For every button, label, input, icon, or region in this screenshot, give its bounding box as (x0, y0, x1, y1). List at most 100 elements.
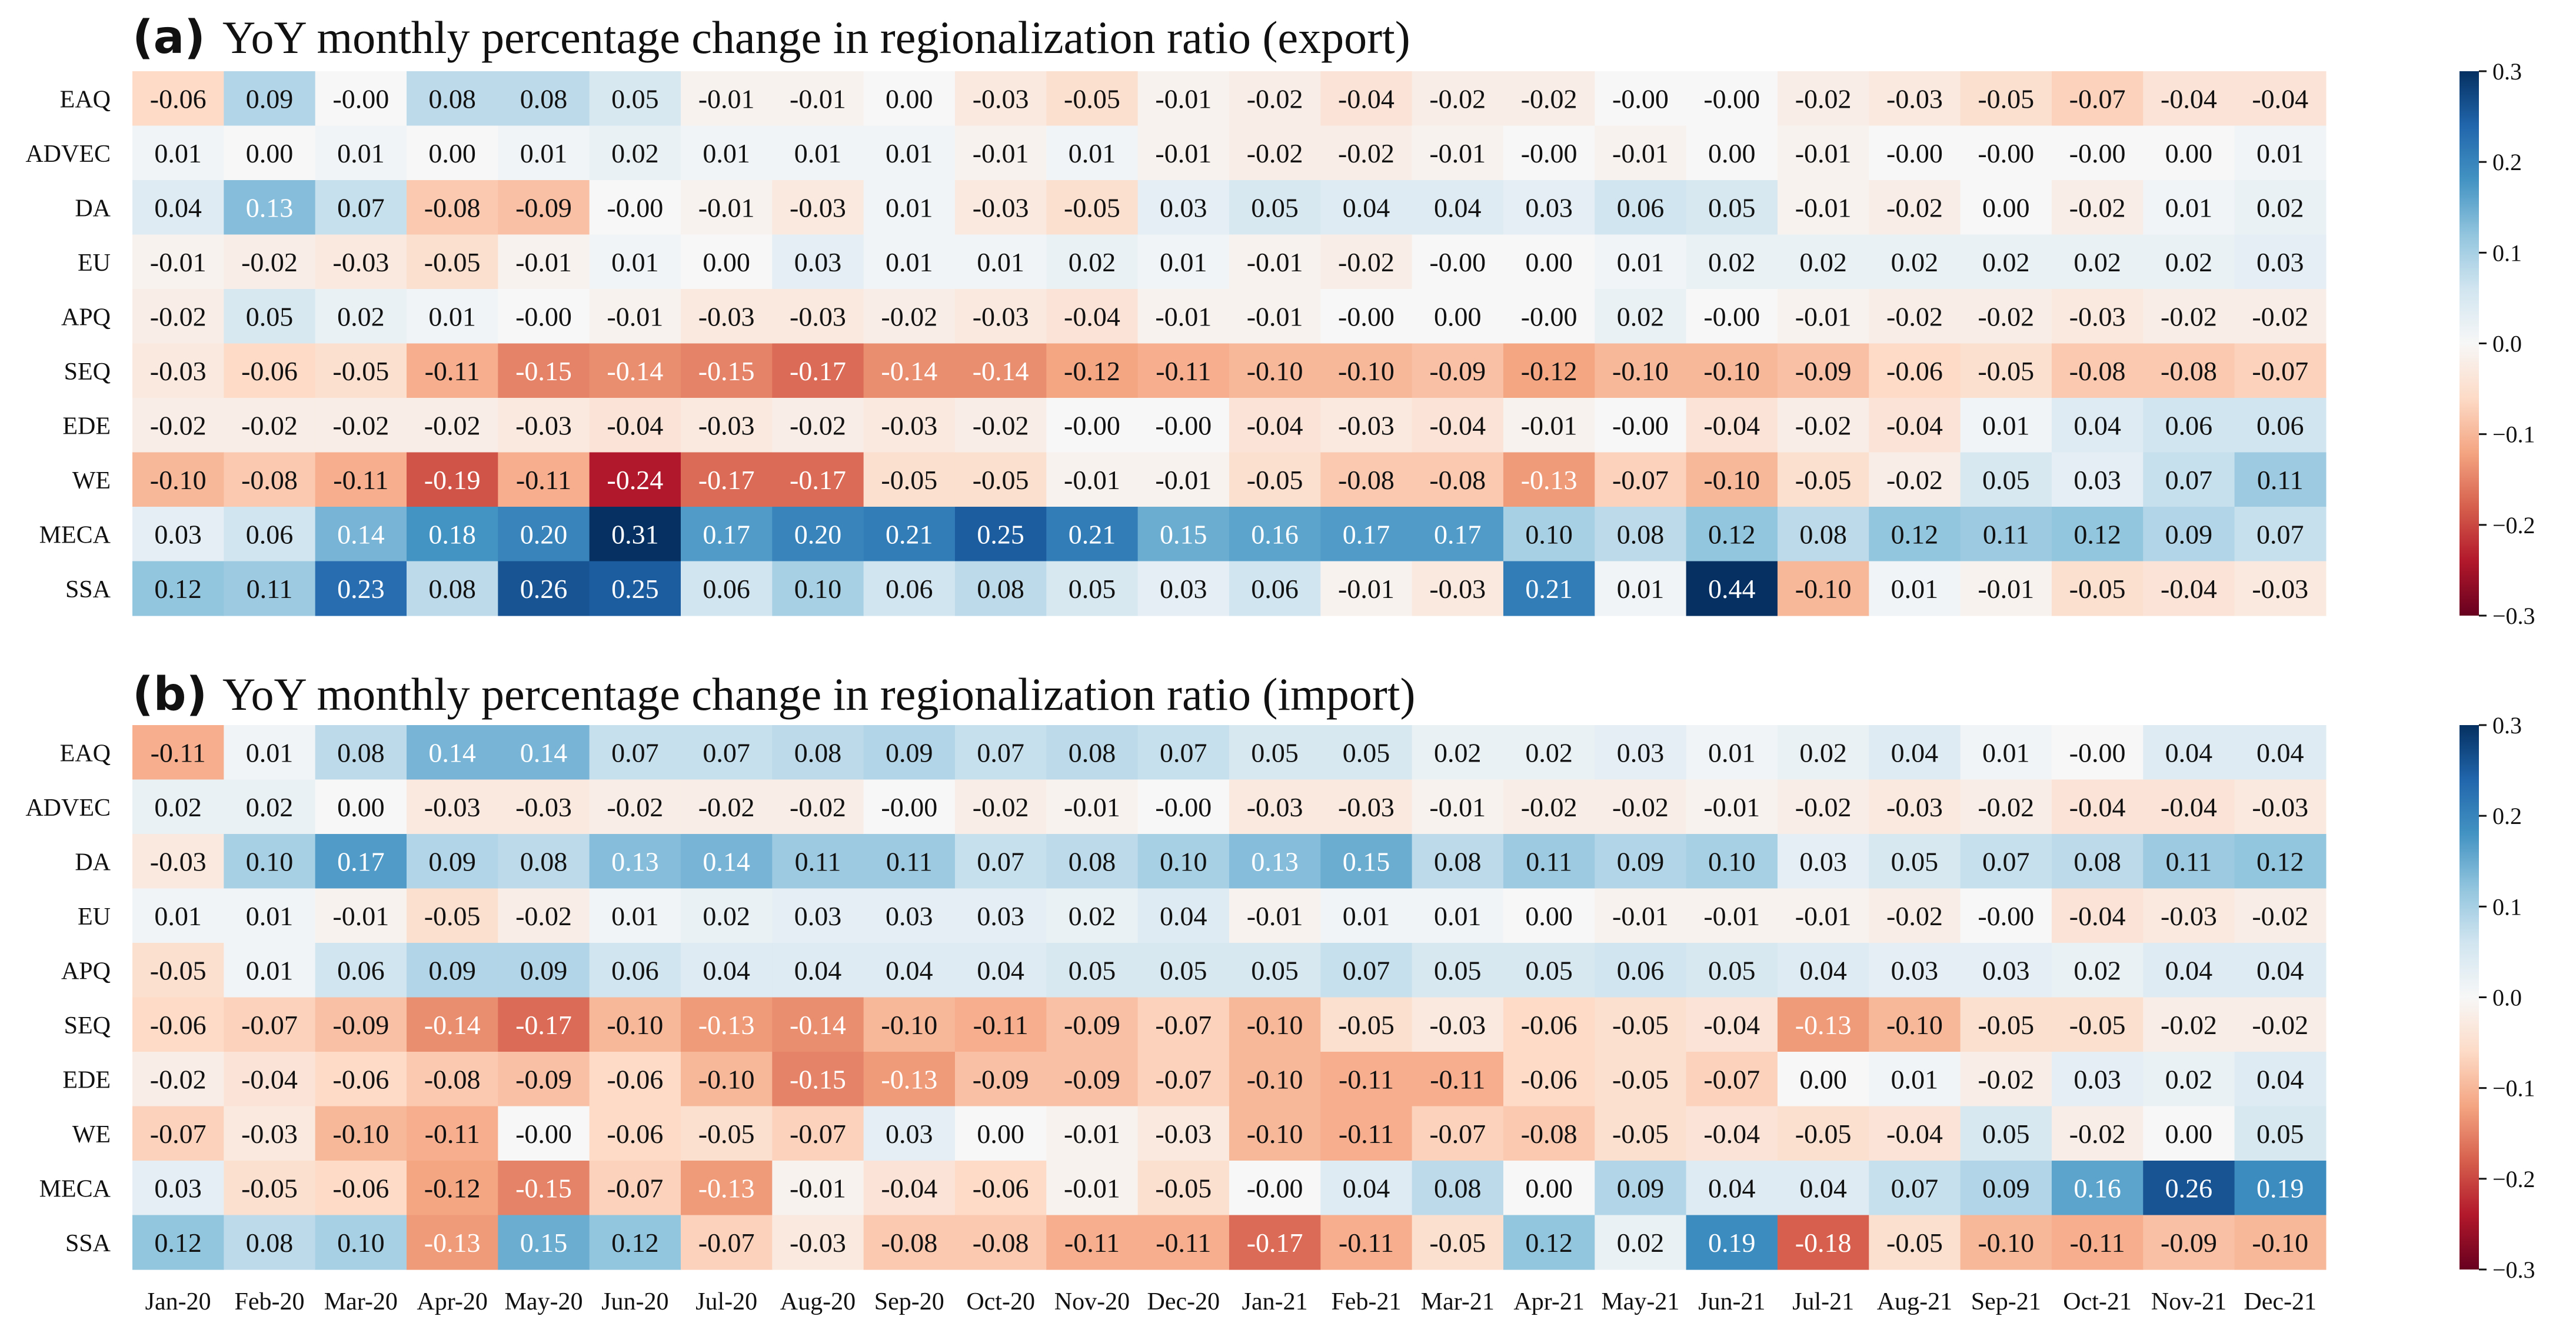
heatmap-cell-value: -0.15 (790, 1064, 846, 1094)
heatmap-cell (498, 779, 590, 835)
heatmap-cell (1046, 234, 1139, 290)
heatmap-cell-value: -0.01 (1247, 247, 1303, 277)
heatmap-cell-value: 0.01 (1891, 1064, 1939, 1094)
heatmap-cell (2051, 1106, 2144, 1161)
row-label: SSA (65, 1230, 111, 1257)
heatmap-cell (1686, 725, 1778, 780)
heatmap-cell (406, 125, 498, 181)
heatmap-cell-value: 0.10 (1525, 519, 1573, 549)
heatmap-cell (224, 125, 316, 181)
heatmap-cell-value: -0.01 (1429, 792, 1486, 822)
heatmap-cell-value: 0.04 (2165, 955, 2213, 985)
heatmap-cell-value: -0.03 (1338, 410, 1394, 440)
heatmap-cell (1320, 1052, 1413, 1107)
heatmap-cell (1595, 725, 1687, 780)
heatmap-cell (132, 452, 224, 507)
heatmap-cell-value: -0.05 (698, 1119, 755, 1149)
heatmap-cell-value: -0.24 (607, 465, 663, 495)
heatmap-cell (132, 71, 224, 127)
heatmap-cell (1229, 888, 1321, 943)
heatmap-cell (589, 1215, 681, 1270)
heatmap-cell-value: -0.01 (1795, 192, 1852, 222)
heatmap-cell (498, 561, 590, 616)
heatmap-cell (1686, 1161, 1778, 1216)
heatmap-cell (498, 834, 590, 889)
heatmap-cell-value: -0.02 (1521, 84, 1577, 114)
heatmap-cell-value: 0.08 (977, 574, 1024, 604)
heatmap-cell (2143, 180, 2235, 235)
heatmap-cell (1046, 398, 1139, 453)
heatmap-cell (498, 1052, 590, 1107)
row-label: MECA (39, 521, 111, 549)
heatmap-cell-value: 0.01 (2165, 192, 2213, 222)
heatmap-cell-value: -0.11 (2070, 1228, 2125, 1258)
heatmap-cell-value: -0.02 (1795, 84, 1852, 114)
heatmap-cell (1777, 1161, 1869, 1216)
heatmap-cell-value: -0.04 (2069, 792, 2126, 822)
heatmap-cell-value: -0.00 (332, 84, 389, 114)
heatmap-cell (589, 343, 681, 398)
x-tick-label: Oct-20 (966, 1288, 1035, 1315)
heatmap-cell-value: 0.01 (1708, 737, 1756, 767)
heatmap-cell (315, 343, 407, 398)
heatmap-cell-value: 0.25 (977, 519, 1024, 549)
heatmap-cell (1595, 234, 1687, 290)
heatmap-cell (2143, 561, 2235, 616)
heatmap-cell (954, 234, 1047, 290)
row-label: EU (78, 250, 111, 277)
heatmap-cell (498, 398, 590, 453)
heatmap-cell (1777, 398, 1869, 453)
heatmap-cell (2051, 125, 2144, 181)
heatmap-cell (1137, 1052, 1230, 1107)
heatmap-cell (954, 289, 1047, 344)
heatmap-cell-value: 0.26 (520, 574, 568, 604)
heatmap-cell (1412, 1106, 1504, 1161)
x-tick-label: Dec-20 (1147, 1288, 1220, 1315)
heatmap-cell-value: -0.13 (1521, 465, 1577, 495)
heatmap-cell-value: 0.04 (2165, 737, 2213, 767)
heatmap-cell (1046, 452, 1139, 507)
heatmap-cell-value: -0.14 (790, 1010, 846, 1040)
heatmap-cell-value: -0.01 (1338, 574, 1394, 604)
heatmap-cell-value: 0.01 (1982, 410, 2030, 440)
heatmap-cell-value: 0.00 (1525, 247, 1573, 277)
heatmap-cell-value: -0.12 (1521, 356, 1577, 386)
heatmap-cell (863, 1052, 956, 1107)
colorbar-tick-label: 0.0 (2492, 331, 2522, 357)
heatmap-cell (863, 234, 956, 290)
heatmap-cell (680, 997, 773, 1052)
heatmap-cell-value: -0.11 (1339, 1064, 1394, 1094)
heatmap-cell (1046, 943, 1139, 998)
heatmap-cell (2143, 234, 2235, 290)
heatmap-cell (863, 71, 956, 127)
heatmap-cell (954, 1052, 1047, 1107)
heatmap-cell-value: 0.02 (1799, 247, 1847, 277)
heatmap-cell (1320, 943, 1413, 998)
heatmap-cell (1046, 507, 1139, 562)
heatmap-cell-value: -0.08 (1521, 1119, 1577, 1149)
row-label: MECA (39, 1175, 111, 1202)
heatmap-cell-value: 0.03 (1982, 955, 2030, 985)
heatmap-cell (132, 888, 224, 943)
heatmap-cell (1595, 343, 1687, 398)
heatmap-cell (498, 888, 590, 943)
heatmap-cell-value: 0.00 (1525, 1173, 1573, 1203)
heatmap-cell-value: -0.00 (1155, 410, 1212, 440)
heatmap-cell (315, 452, 407, 507)
heatmap-cell-value: 0.03 (1891, 955, 1939, 985)
heatmap-cell-value: -0.13 (698, 1173, 755, 1203)
heatmap-cell-value: -0.08 (1338, 465, 1394, 495)
heatmap-cell (224, 234, 316, 290)
heatmap-cell (315, 997, 407, 1052)
heatmap-cell-value: -0.17 (790, 356, 846, 386)
heatmap-cell (1960, 234, 2052, 290)
heatmap-cell-value: -0.17 (790, 465, 846, 495)
heatmap-cell-value: 0.09 (886, 737, 933, 767)
heatmap-cell-value: -0.11 (1156, 1228, 1211, 1258)
heatmap-cell (1960, 943, 2052, 998)
row-label: EU (78, 903, 111, 930)
heatmap-cell-value: 0.03 (886, 901, 933, 931)
heatmap-cell (2234, 125, 2327, 181)
heatmap-cell (1412, 234, 1504, 290)
